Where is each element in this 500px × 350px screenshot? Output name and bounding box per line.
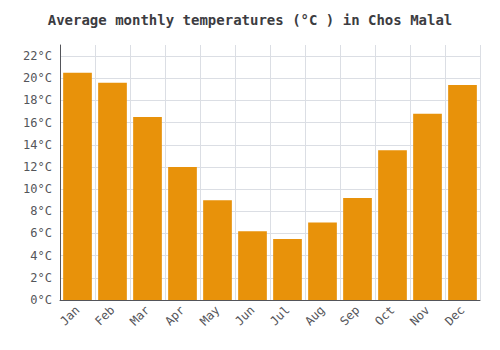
svg-text:Nov: Nov [407, 303, 432, 328]
svg-text:10°C: 10°C [23, 182, 52, 196]
svg-text:14°C: 14°C [23, 138, 52, 152]
svg-text:Jan: Jan [57, 303, 82, 328]
svg-text:20°C: 20°C [23, 71, 52, 85]
svg-text:2°C: 2°C [30, 271, 52, 285]
svg-text:Average monthly temperatures (: Average monthly temperatures (°C ) in Ch… [48, 12, 453, 28]
svg-text:4°C: 4°C [30, 249, 52, 263]
svg-text:Aug: Aug [302, 303, 327, 328]
svg-text:Feb: Feb [92, 303, 117, 328]
svg-text:Mar: Mar [127, 303, 152, 328]
svg-text:Sep: Sep [337, 303, 362, 328]
svg-text:0°C: 0°C [30, 293, 52, 307]
svg-text:6°C: 6°C [30, 226, 52, 240]
svg-text:Jul: Jul [267, 303, 292, 328]
svg-text:8°C: 8°C [30, 204, 52, 218]
svg-text:12°C: 12°C [23, 160, 52, 174]
svg-text:Oct: Oct [372, 303, 397, 328]
svg-text:22°C: 22°C [23, 49, 52, 63]
svg-text:May: May [197, 303, 222, 328]
svg-text:18°C: 18°C [23, 93, 52, 107]
svg-text:16°C: 16°C [23, 116, 52, 130]
svg-text:Apr: Apr [162, 303, 187, 328]
svg-text:Jun: Jun [232, 303, 257, 328]
svg-text:Dec: Dec [442, 303, 467, 328]
